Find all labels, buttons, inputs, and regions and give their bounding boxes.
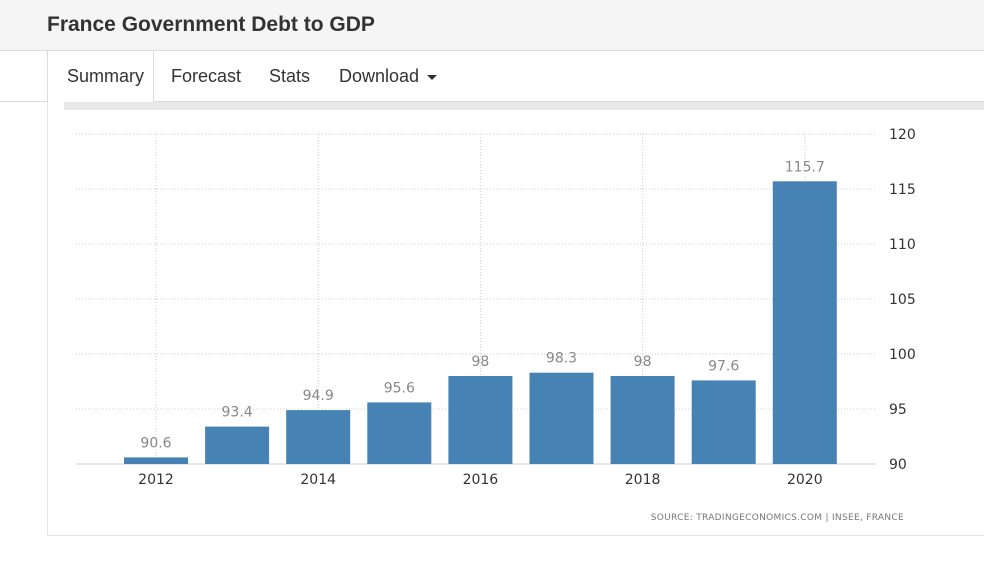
chart-data-labels: 90.6 93.4 94.9 95.6 98 98.3 98 97.6 115.7: [140, 159, 824, 451]
data-label: 98.3: [546, 351, 577, 367]
bar: [367, 402, 432, 464]
data-label: 94.9: [303, 388, 334, 404]
x-tick-label: 2014: [300, 472, 336, 488]
bar: [610, 376, 675, 464]
page-header: France Government Debt to GDP: [0, 0, 984, 51]
tab-divider-right: [153, 101, 984, 102]
bar: [448, 376, 513, 464]
page-title: France Government Debt to GDP: [47, 13, 375, 36]
chart-bars: [124, 181, 837, 465]
y-tick-label: 90: [889, 457, 907, 473]
data-label: 97.6: [708, 358, 739, 374]
data-label: 98: [471, 354, 489, 370]
data-label: 115.7: [785, 159, 825, 175]
chart-source: SOURCE: TRADINGECONOMICS.COM | INSEE, FR…: [651, 513, 904, 523]
x-tick-label: 2020: [787, 472, 823, 488]
bar: [286, 410, 351, 464]
x-tick-label: 2018: [625, 472, 661, 488]
chart-y-ticks: 90 95 100 105 110 115 120: [889, 127, 916, 473]
tab-summary[interactable]: Summary: [47, 51, 154, 103]
tab-divider-left: [0, 101, 47, 102]
bar: [124, 457, 188, 464]
chart-x-ticks: 2012 2014 2016 2018 2020: [138, 472, 822, 488]
tab-stats[interactable]: Stats: [269, 66, 311, 86]
data-label: 93.4: [222, 405, 253, 421]
y-tick-label: 110: [889, 237, 916, 253]
tab-download-label: Download: [339, 66, 420, 86]
x-tick-label: 2016: [463, 472, 499, 488]
tab-download[interactable]: Download: [339, 51, 438, 102]
data-label: 98: [634, 354, 652, 370]
y-tick-label: 95: [889, 402, 907, 418]
data-label: 90.6: [140, 435, 171, 451]
caret-down-icon: [427, 74, 438, 80]
bar: [691, 380, 756, 464]
y-tick-label: 100: [889, 347, 916, 363]
bar: [772, 181, 837, 465]
x-tick-label: 2012: [138, 472, 174, 488]
tab-forecast[interactable]: Forecast: [171, 66, 242, 86]
bar: [529, 372, 594, 464]
bar: [205, 426, 270, 464]
chart-panel-top-bar: [64, 102, 984, 110]
data-label: 95.6: [384, 380, 415, 396]
y-tick-label: 120: [889, 127, 916, 143]
y-tick-label: 105: [889, 292, 916, 308]
y-tick-label: 115: [889, 182, 916, 198]
